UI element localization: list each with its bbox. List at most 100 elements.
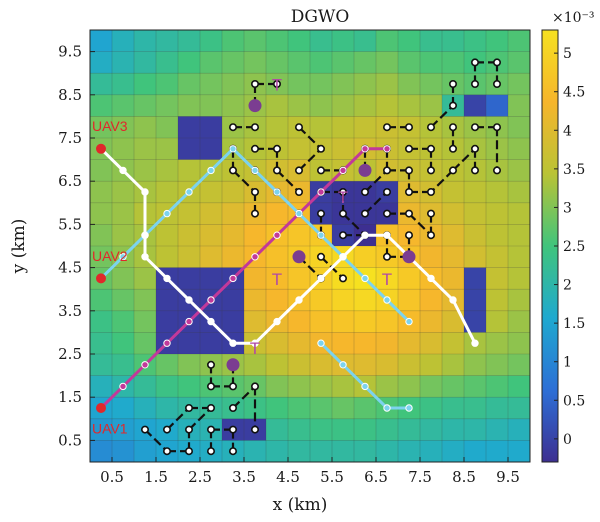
heat-cell bbox=[508, 267, 531, 290]
heat-cell bbox=[420, 73, 443, 96]
heat-cell bbox=[464, 310, 487, 333]
obstacle-node bbox=[382, 188, 391, 197]
heat-cell bbox=[486, 202, 509, 225]
heat-cell bbox=[442, 246, 465, 268]
obstacle-link bbox=[298, 148, 322, 172]
obstacle-link bbox=[452, 148, 476, 172]
heat-cell bbox=[178, 73, 201, 96]
path-point bbox=[229, 145, 237, 153]
heat-cell bbox=[486, 310, 509, 333]
path-point bbox=[383, 404, 391, 412]
heat-cell bbox=[332, 375, 355, 398]
heat-cell bbox=[112, 332, 135, 355]
heat-cell bbox=[266, 418, 289, 441]
heat-cell bbox=[266, 94, 289, 117]
heat-cell bbox=[266, 30, 289, 52]
heat-cell bbox=[112, 418, 135, 441]
start-point bbox=[96, 403, 106, 413]
y-tick-label: 8.5 bbox=[58, 86, 82, 104]
heat-cell bbox=[156, 94, 179, 117]
obstacle-node bbox=[448, 123, 457, 132]
heat-cell bbox=[310, 375, 333, 398]
heat-cell bbox=[90, 375, 113, 398]
path-point bbox=[449, 296, 457, 304]
heat-cell bbox=[464, 94, 487, 117]
heat-cell bbox=[134, 51, 157, 74]
heat-cell bbox=[442, 267, 465, 290]
heat-cell bbox=[266, 289, 289, 312]
heat-cell bbox=[398, 73, 421, 96]
heat-cell bbox=[288, 224, 311, 247]
heat-cell bbox=[508, 354, 531, 376]
y-tick-label: 9.5 bbox=[58, 43, 82, 61]
heat-cell bbox=[90, 224, 113, 247]
heat-cell bbox=[244, 30, 267, 52]
heat-cell bbox=[266, 332, 289, 355]
heat-cell bbox=[464, 440, 487, 463]
colorbar-tick-label: 5 bbox=[563, 46, 572, 62]
obstacle-link bbox=[188, 407, 212, 431]
heat-cell bbox=[200, 30, 223, 52]
heat-cell bbox=[288, 73, 311, 96]
heat-cell bbox=[244, 224, 267, 247]
heat-cell bbox=[398, 267, 421, 290]
heat-cell bbox=[156, 159, 179, 182]
colorbar-tick-label: 3 bbox=[563, 200, 572, 216]
heat-cell bbox=[266, 116, 289, 139]
target-marker bbox=[358, 163, 372, 177]
uav-label: UAV2 bbox=[92, 248, 128, 264]
heat-cell bbox=[200, 202, 223, 225]
heat-cell bbox=[310, 440, 333, 463]
heat-cell bbox=[178, 332, 201, 355]
heat-cell bbox=[354, 397, 377, 420]
obstacle-node bbox=[360, 188, 369, 197]
obstacle-node bbox=[448, 101, 457, 110]
heat-cell bbox=[332, 138, 355, 160]
y-tick-label: 0.5 bbox=[58, 431, 82, 449]
heat-cell bbox=[178, 30, 201, 52]
heat-cell bbox=[376, 354, 399, 376]
obstacle-node bbox=[470, 144, 479, 153]
heat-cell bbox=[222, 51, 245, 74]
path-point bbox=[295, 209, 303, 218]
y-tick-label: 7.5 bbox=[58, 129, 82, 147]
heat-cell bbox=[244, 267, 267, 290]
obstacle-node bbox=[426, 123, 435, 132]
heat-cell bbox=[266, 397, 289, 420]
y-tick-label: 4.5 bbox=[58, 259, 82, 277]
heat-cell bbox=[332, 51, 355, 74]
heat-cell bbox=[112, 30, 135, 52]
obstacle-node bbox=[163, 447, 172, 456]
path-point bbox=[163, 339, 171, 347]
uav-label: UAV3 bbox=[92, 118, 128, 134]
heat-cell bbox=[442, 440, 465, 463]
obstacle-node bbox=[185, 447, 194, 456]
obstacle-node bbox=[470, 166, 479, 175]
heat-cell bbox=[178, 159, 201, 182]
heat-cell bbox=[112, 181, 135, 204]
heat-cell bbox=[156, 310, 179, 333]
path-point bbox=[427, 274, 435, 283]
heat-cell bbox=[156, 224, 179, 247]
path-point bbox=[163, 274, 171, 283]
obstacle-node bbox=[207, 425, 216, 434]
heat-cell bbox=[112, 267, 135, 290]
obstacle-node bbox=[294, 166, 303, 175]
obstacle-link bbox=[166, 407, 190, 431]
heat-cell bbox=[134, 289, 157, 312]
obstacle-link bbox=[232, 169, 256, 193]
heat-cell bbox=[244, 289, 267, 312]
heat-cell bbox=[200, 224, 223, 247]
x-axis-label: x (km) bbox=[273, 495, 328, 515]
path-point bbox=[185, 317, 193, 326]
path-point bbox=[141, 361, 149, 369]
heat-cell bbox=[156, 289, 179, 312]
heat-cell bbox=[376, 332, 399, 355]
heat-cell bbox=[464, 181, 487, 204]
heat-cell bbox=[354, 310, 377, 333]
heat-cell bbox=[420, 246, 443, 268]
heat-cell bbox=[508, 397, 531, 420]
obstacle-node bbox=[404, 231, 413, 240]
heat-cell bbox=[508, 138, 531, 160]
path-point bbox=[339, 361, 347, 369]
